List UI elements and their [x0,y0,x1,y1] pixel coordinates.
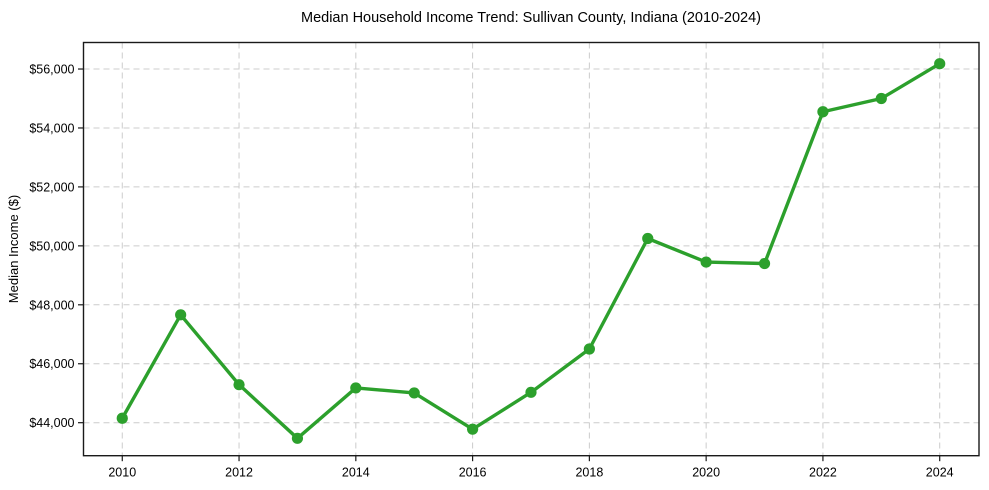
data-point-2023 [875,92,887,105]
data-point-2022 [817,106,829,118]
x-tick-label: 2022 [809,466,837,480]
data-point-2024 [934,58,946,70]
y-tick-label: $52,000 [29,180,74,194]
data-series [116,58,946,444]
y-tick-label: $44,000 [29,416,74,430]
y-axis-label: Median Income ($) [6,195,21,303]
data-point-2012 [233,379,245,391]
chart-title: Median Household Income Trend: Sullivan … [301,10,761,26]
y-tick-label: $54,000 [29,121,74,135]
x-tick-label: 2024 [926,466,954,480]
x-tick-label: 2018 [575,466,603,480]
data-point-2014 [350,382,362,394]
plot-border [82,41,980,457]
x-tick-label: 2010 [108,466,136,480]
y-tick-label: $56,000 [29,63,74,77]
data-point-2021 [758,257,771,270]
x-tick-label: 2020 [692,466,720,480]
data-point-2013 [291,432,304,444]
data-point-2019 [642,232,654,245]
trend-line [120,62,942,441]
tick-labels: $44,000 $46,000 $48,000 $50,000 $52,000 $54,0… [29,63,953,480]
x-tick-label: 2014 [342,466,370,480]
data-point-2016 [466,423,479,435]
data-point-2017 [525,386,537,398]
y-tick-label: $48,000 [29,298,74,312]
data-point-2015 [408,387,420,399]
data-point-2020 [700,256,712,268]
data-point-2011 [175,309,187,321]
x-tick-label: 2016 [459,466,487,480]
axes [78,41,980,462]
x-tick-label: 2012 [225,466,253,480]
data-point-2010 [116,412,128,424]
data-point-2018 [583,343,595,355]
y-tick-label: $46,000 [29,357,74,371]
y-tick-label: $50,000 [29,239,74,253]
